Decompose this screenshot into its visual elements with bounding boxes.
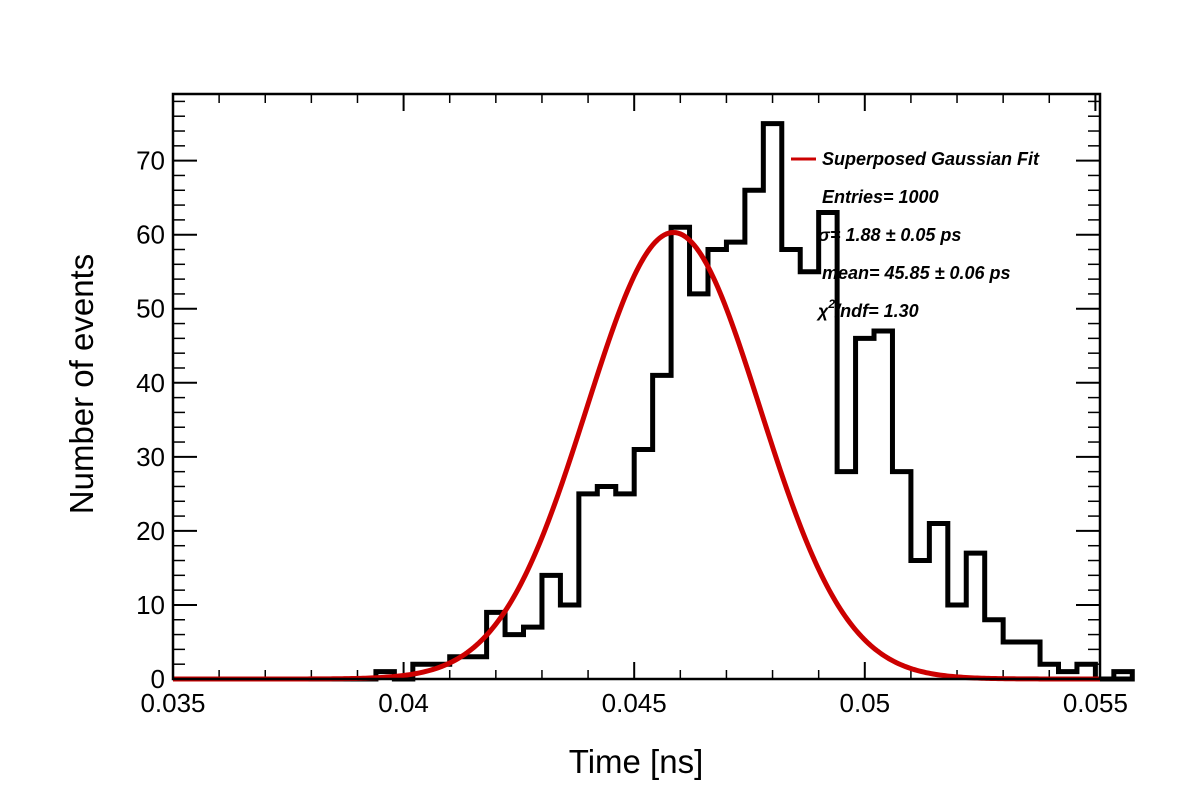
histogram-bin bbox=[911, 561, 929, 679]
histogram-bin bbox=[837, 472, 855, 679]
histogram-bin bbox=[542, 575, 560, 679]
legend-fit-label: Superposed Gaussian Fit bbox=[822, 149, 1040, 169]
histogram-bin bbox=[726, 242, 744, 679]
histogram-bin bbox=[763, 124, 781, 679]
histogram-bin bbox=[856, 338, 874, 679]
histogram-bin bbox=[745, 190, 763, 679]
histogram-bin bbox=[560, 605, 578, 679]
histogram-series bbox=[173, 121, 1135, 682]
histogram-bin bbox=[782, 250, 800, 679]
histogram-bin bbox=[690, 294, 708, 679]
histogram-bin bbox=[653, 375, 671, 679]
legend-sigma: σ= 1.88 ± 0.05 ps bbox=[818, 225, 961, 245]
x-tick-label: 0.055 bbox=[1063, 688, 1128, 718]
histogram-bin bbox=[671, 227, 689, 679]
legend-mean: mean= 45.85 ± 0.06 ps bbox=[822, 263, 1011, 283]
y-tick-label: 40 bbox=[136, 368, 165, 398]
y-tick-label: 10 bbox=[136, 590, 165, 620]
y-axis-ticks: 0 10 20 30 40 50 60 70 bbox=[136, 146, 1100, 694]
y-axis-title: Number of events bbox=[63, 254, 100, 514]
plot-frame bbox=[171, 92, 1102, 681]
x-axis-ticks: 0.035 0.04 0.045 0.05 0.055 bbox=[140, 94, 1128, 718]
histogram-bin bbox=[708, 250, 726, 679]
y-tick-label: 50 bbox=[136, 294, 165, 324]
y-tick-label: 60 bbox=[136, 220, 165, 250]
legend-chi2: χ2/ndf= 1.30 bbox=[816, 297, 919, 321]
histogram-bin bbox=[468, 657, 486, 679]
histogram-bin bbox=[505, 635, 523, 679]
histogram-bin bbox=[800, 272, 818, 679]
histogram-bin bbox=[1003, 642, 1021, 679]
x-tick-label: 0.045 bbox=[602, 688, 667, 718]
y-tick-label: 30 bbox=[136, 442, 165, 472]
y-tick-label: 20 bbox=[136, 516, 165, 546]
legend-entries: Entries= 1000 bbox=[822, 187, 939, 207]
histogram-bin bbox=[1022, 642, 1040, 679]
histogram-bin bbox=[929, 523, 947, 679]
histogram-bin bbox=[597, 486, 615, 679]
y-tick-label: 70 bbox=[136, 146, 165, 176]
histogram-bin bbox=[966, 553, 984, 679]
histogram-bin bbox=[634, 449, 652, 679]
x-axis-title: Time [ns] bbox=[569, 743, 703, 780]
histogram-bin bbox=[985, 620, 1003, 679]
histogram-bin bbox=[892, 472, 910, 679]
x-tick-label: 0.05 bbox=[839, 688, 890, 718]
histogram-bin bbox=[616, 494, 634, 679]
histogram-bin bbox=[579, 494, 597, 679]
histogram-bin bbox=[874, 331, 892, 679]
legend: Superposed Gaussian Fit Entries= 1000 σ=… bbox=[791, 149, 1040, 321]
histogram-bin bbox=[948, 605, 966, 679]
x-tick-label: 0.04 bbox=[378, 688, 429, 718]
y-minor-ticks bbox=[173, 100, 1100, 665]
x-tick-label: 0.035 bbox=[140, 688, 205, 718]
histogram-bin bbox=[524, 627, 542, 679]
y-tick-label: 0 bbox=[151, 664, 165, 694]
histogram-outline bbox=[173, 121, 1135, 682]
